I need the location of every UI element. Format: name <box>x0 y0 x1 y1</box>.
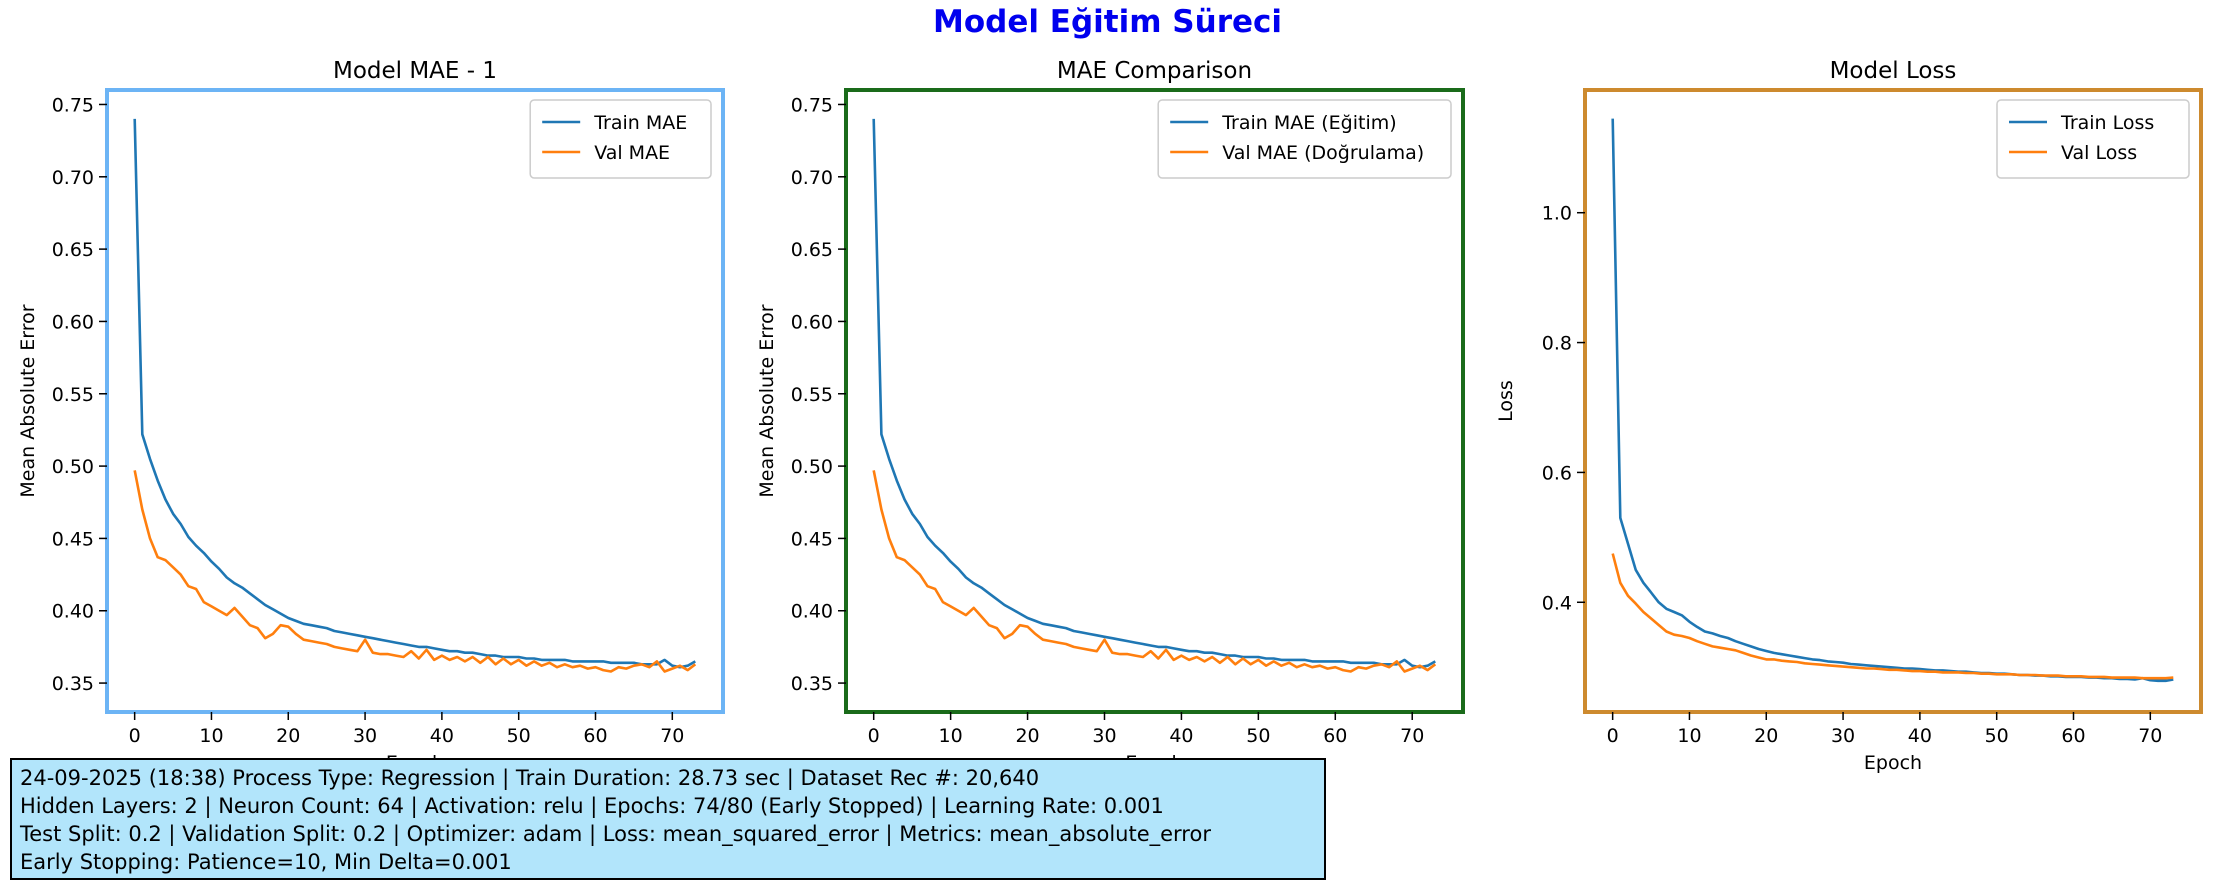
chart-3-x-tick-label: 60 <box>2061 725 2085 747</box>
chart-1-x-tick-label: 50 <box>507 725 531 747</box>
chart-3-x-tick-label: 0 <box>1607 725 1619 747</box>
chart-3-x-tick-label: 10 <box>1677 725 1701 747</box>
chart-1-legend-box <box>529 99 712 179</box>
chart-2-series-line-2 <box>872 470 1437 673</box>
chart-1-y-axis-label: Mean Absolute Error <box>17 304 39 497</box>
chart-2-legend-box <box>1157 99 1452 179</box>
chart-3-y-axis-label: Loss <box>1495 380 1517 422</box>
chart-2-x-tick-label: 40 <box>1169 725 1193 747</box>
chart-3-x-tick-label: 40 <box>1908 725 1932 747</box>
chart-2-y-tick-label: 0.70 <box>791 167 833 189</box>
chart-3-legend-label-2: Val Loss <box>2061 142 2137 164</box>
chart-2-y-tick-label: 0.45 <box>791 528 833 550</box>
chart-3-x-tick-label: 30 <box>1831 725 1855 747</box>
chart-3-legend-label-1: Train Loss <box>2060 112 2154 134</box>
chart-1-y-tick-label: 0.50 <box>52 456 94 478</box>
chart-2-x-tick-label: 50 <box>1246 725 1270 747</box>
chart-3-title: Model Loss <box>1830 58 1957 84</box>
chart-3-x-tick-label: 50 <box>1985 725 2009 747</box>
chart-1-x-tick-label: 10 <box>199 725 223 747</box>
chart-2-x-tick-label: 20 <box>1015 725 1039 747</box>
chart-1-x-tick-label: 0 <box>129 725 141 747</box>
chart-2-series-line-1 <box>872 118 1436 669</box>
chart-2-y-tick-label: 0.35 <box>791 673 833 695</box>
chart-1-x-tick-label: 30 <box>353 725 377 747</box>
chart-1-y-tick-label: 0.65 <box>52 239 94 261</box>
chart-2-legend-label-2: Val MAE (Doğrulama) <box>1222 142 1424 164</box>
figure-title: Model Eğitim Süreci <box>932 4 1283 40</box>
chart-1-y-tick-label: 0.40 <box>52 601 94 623</box>
chart-3-axes-frame <box>1583 88 2203 714</box>
chart-1-x-tick-label: 60 <box>583 725 607 747</box>
chart-1-y-tick-label: 0.35 <box>52 673 94 695</box>
info-line-2: Hidden Layers: 2 | Neuron Count: 64 | Ac… <box>20 794 1164 818</box>
chart-1-series-line-2 <box>133 470 697 673</box>
chart-2-y-tick-label: 0.50 <box>791 456 833 478</box>
chart-2-y-axis-label: Mean Absolute Error <box>756 304 778 497</box>
chart-2-x-tick-label: 70 <box>1400 725 1424 747</box>
chart-2-x-tick-label: 30 <box>1092 725 1116 747</box>
chart-3-x-tick-label: 20 <box>1754 725 1778 747</box>
chart-1-y-tick-label: 0.70 <box>52 167 94 189</box>
chart-1-x-tick-label: 70 <box>660 725 684 747</box>
chart-2-x-tick-label: 60 <box>1323 725 1347 747</box>
chart-3-y-tick-label: 0.6 <box>1542 462 1572 484</box>
chart-1-legend-label-2: Val MAE <box>594 142 670 164</box>
chart-2-y-tick-label: 0.40 <box>791 601 833 623</box>
chart-3-y-tick-label: 1.0 <box>1542 203 1572 225</box>
chart-3-legend-box <box>1996 99 2190 179</box>
chart-3-series-line-1 <box>1611 118 2174 683</box>
info-line-4: Early Stopping: Patience=10, Min Delta=0… <box>20 850 512 874</box>
chart-1-x-tick-label: 20 <box>276 725 300 747</box>
chart-2-legend-label-1: Train MAE (Eğitim) <box>1221 112 1396 134</box>
chart-2-y-tick-label: 0.55 <box>791 384 833 406</box>
chart-1-y-tick-label: 0.60 <box>52 311 94 333</box>
chart-2-y-tick-label: 0.65 <box>791 239 833 261</box>
chart-1-title: Model MAE - 1 <box>333 58 497 84</box>
chart-2-axes-frame <box>844 88 1465 714</box>
chart-3-x-tick-label: 70 <box>2138 725 2162 747</box>
chart-3-y-tick-label: 0.4 <box>1542 592 1572 614</box>
chart-1-y-tick-label: 0.45 <box>52 528 94 550</box>
chart-1-axes-frame <box>105 88 725 714</box>
chart-2-title: MAE Comparison <box>1057 58 1252 84</box>
chart-2-y-tick-label: 0.60 <box>791 311 833 333</box>
chart-1-y-tick-label: 0.55 <box>52 384 94 406</box>
chart-1-series-line-1 <box>133 118 696 669</box>
chart-1-y-tick-label: 0.75 <box>52 94 94 116</box>
chart-3-series-line-2 <box>1611 553 2174 680</box>
chart-3-x-axis-label: Epoch <box>1864 752 1922 774</box>
chart-2-x-tick-label: 10 <box>939 725 963 747</box>
chart-2-y-tick-label: 0.75 <box>791 94 833 116</box>
training-info-box: 24-09-2025 (18:38) Process Type: Regress… <box>10 758 1326 880</box>
info-line-3: Test Split: 0.2 | Validation Split: 0.2 … <box>20 822 1211 846</box>
chart-1-x-tick-label: 40 <box>430 725 454 747</box>
info-line-1: 24-09-2025 (18:38) Process Type: Regress… <box>20 766 1040 790</box>
chart-2-x-tick-label: 0 <box>868 725 880 747</box>
chart-3-y-tick-label: 0.8 <box>1542 333 1572 355</box>
chart-1-legend-label-1: Train MAE <box>593 112 687 134</box>
